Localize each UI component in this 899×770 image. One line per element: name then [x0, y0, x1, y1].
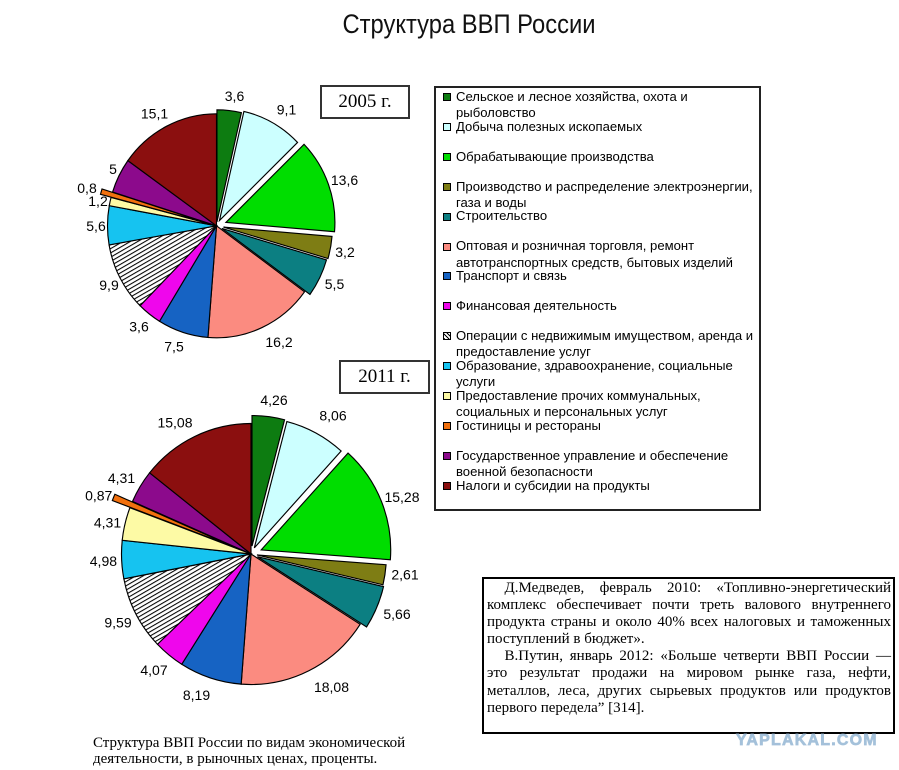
svg-text:4,07: 4,07 [140, 662, 167, 678]
svg-text:3,2: 3,2 [335, 244, 355, 260]
svg-text:8,19: 8,19 [183, 687, 210, 703]
svg-text:9,59: 9,59 [104, 615, 131, 631]
svg-text:1,2: 1,2 [88, 193, 108, 209]
svg-text:15,08: 15,08 [157, 415, 192, 431]
svg-text:0,87: 0,87 [85, 488, 112, 504]
svg-text:16,2: 16,2 [265, 334, 292, 350]
svg-text:15,28: 15,28 [384, 489, 419, 505]
svg-text:4,26: 4,26 [260, 392, 287, 408]
svg-text:13,6: 13,6 [331, 172, 358, 188]
svg-text:18,08: 18,08 [314, 679, 349, 695]
svg-text:3,6: 3,6 [225, 88, 245, 104]
svg-text:5,5: 5,5 [325, 276, 345, 292]
svg-text:9,1: 9,1 [277, 102, 297, 118]
svg-text:4,98: 4,98 [90, 553, 117, 569]
svg-text:2,61: 2,61 [391, 567, 418, 583]
svg-text:5,6: 5,6 [86, 218, 106, 234]
svg-text:0,8: 0,8 [77, 180, 97, 196]
svg-text:5: 5 [109, 161, 117, 177]
svg-text:15,1: 15,1 [141, 106, 168, 122]
svg-text:4,31: 4,31 [94, 515, 121, 531]
svg-text:5,66: 5,66 [383, 606, 410, 622]
svg-text:8,06: 8,06 [319, 408, 346, 424]
svg-text:4,31: 4,31 [108, 470, 135, 486]
svg-text:9,9: 9,9 [99, 277, 119, 293]
svg-text:3,6: 3,6 [129, 319, 149, 335]
svg-text:7,5: 7,5 [164, 339, 184, 355]
